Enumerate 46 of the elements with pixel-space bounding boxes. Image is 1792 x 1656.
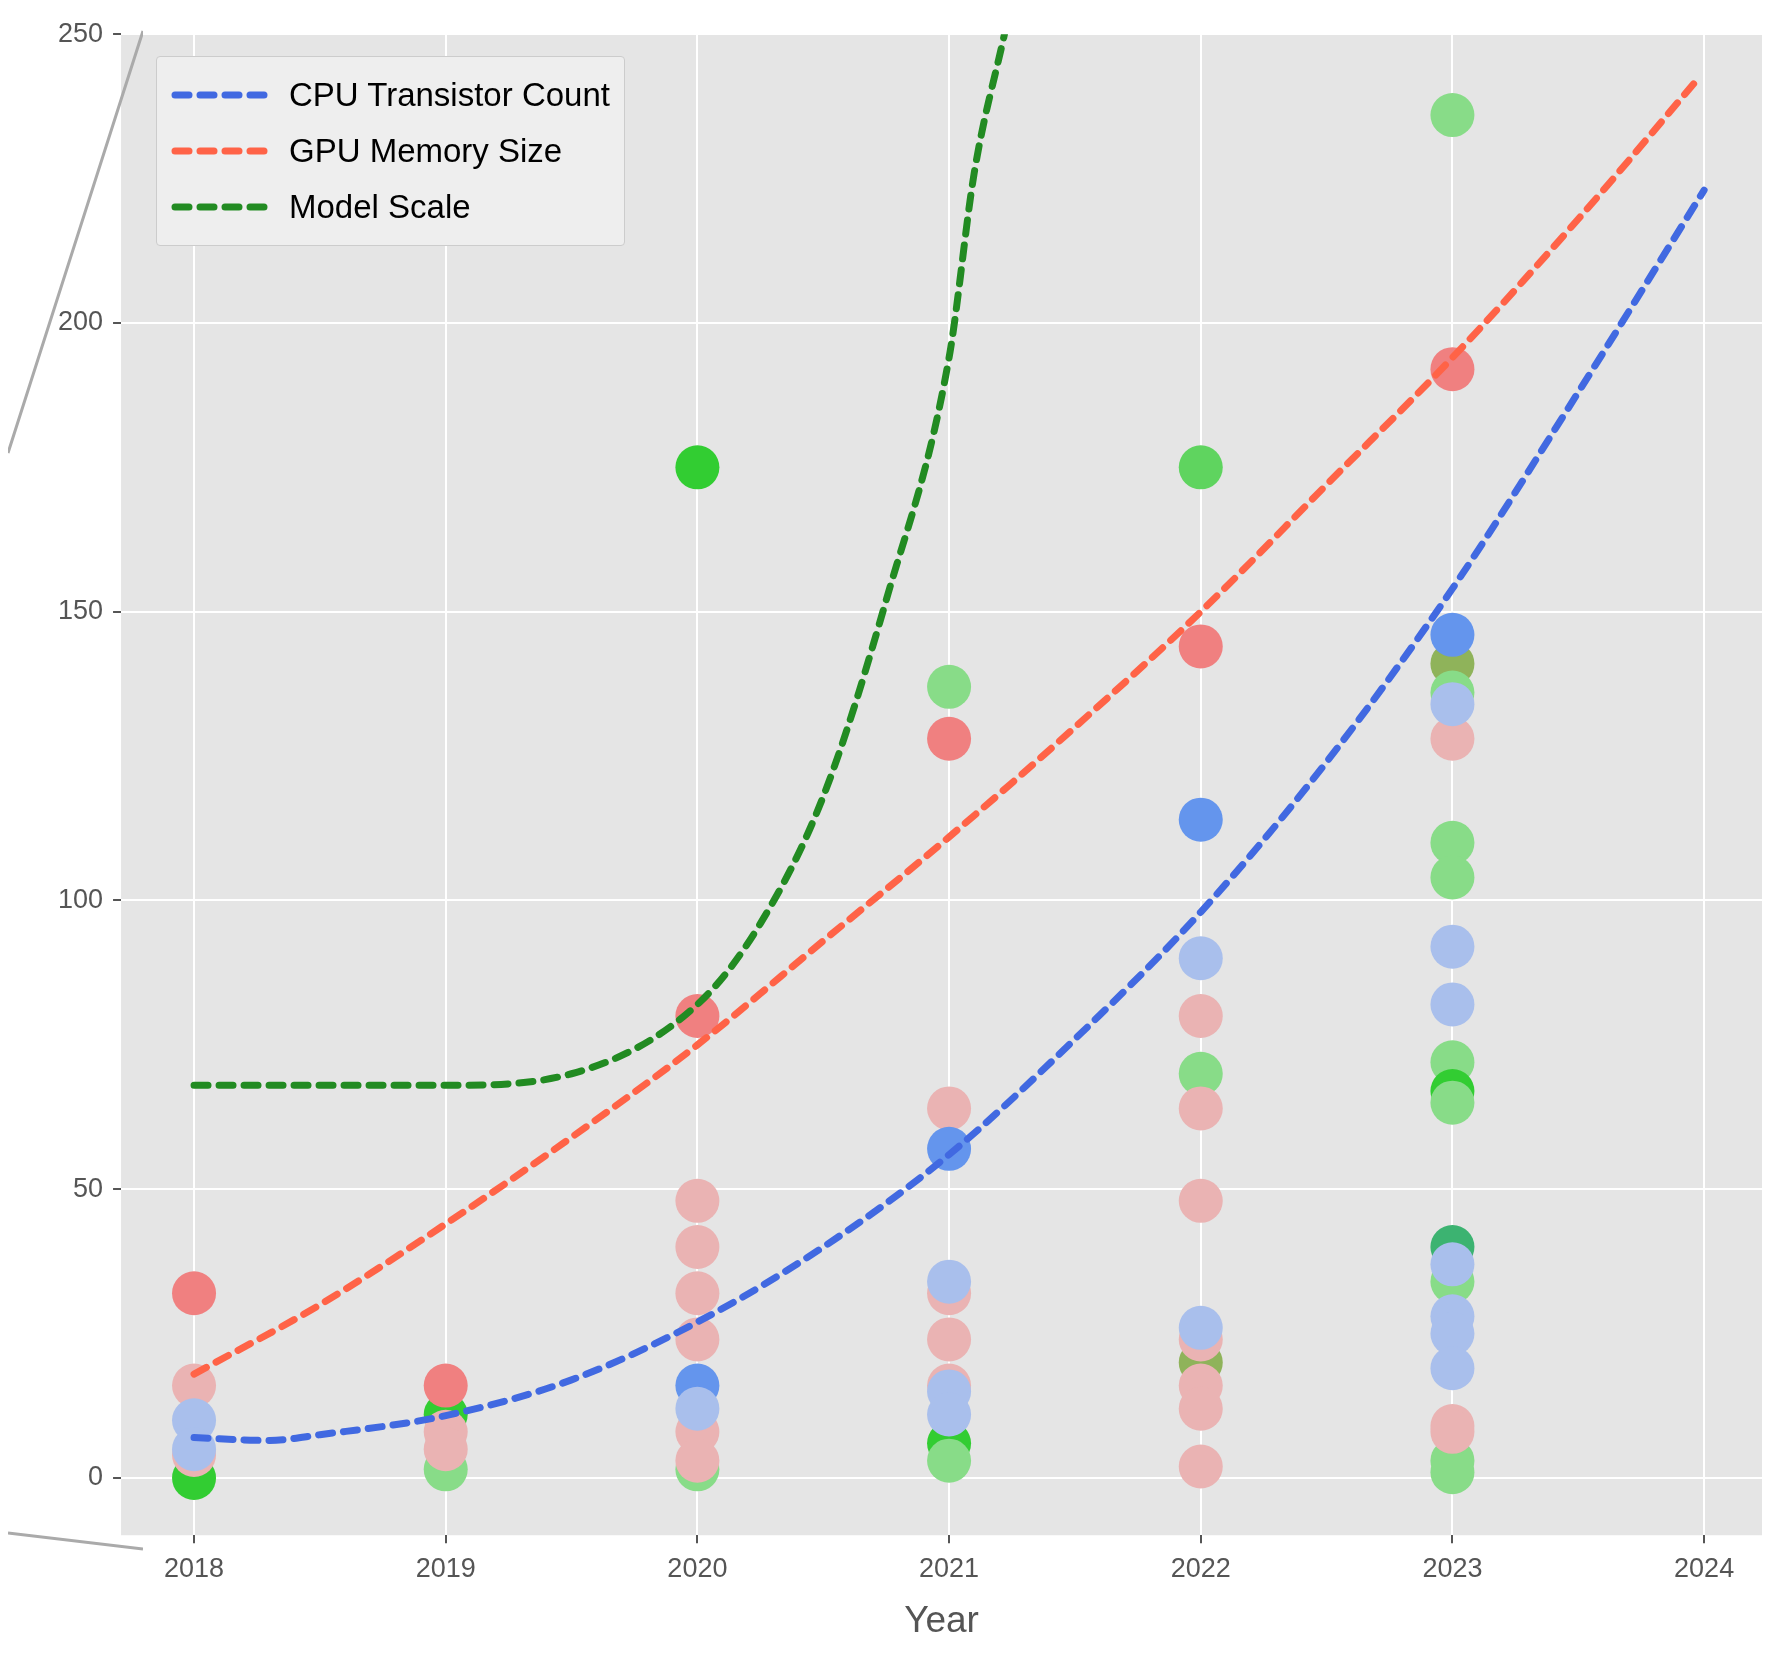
point xyxy=(1178,936,1223,981)
point xyxy=(1430,682,1475,727)
point xyxy=(927,1438,972,1483)
x-tick-label: 2020 xyxy=(667,1552,728,1583)
point xyxy=(927,1259,972,1304)
y-tick-label: 150 xyxy=(57,595,104,626)
point xyxy=(1178,1178,1223,1223)
legend-label: Model Scale xyxy=(289,188,471,226)
x-tick-label: 2023 xyxy=(1422,1552,1483,1583)
point xyxy=(423,1363,468,1408)
point xyxy=(675,445,720,490)
point xyxy=(927,1317,972,1362)
x-tick-label: 2019 xyxy=(415,1552,476,1583)
point xyxy=(1430,612,1475,657)
legend-label: CPU Transistor Count xyxy=(289,76,610,114)
x-axis-title: Year xyxy=(904,1599,979,1640)
point xyxy=(1430,1080,1475,1125)
legend-label: GPU Memory Size xyxy=(289,132,563,170)
point xyxy=(927,1086,972,1131)
x-tick-label: 2018 xyxy=(164,1552,225,1583)
point xyxy=(1178,1305,1223,1350)
y-tick-label: 50 xyxy=(73,1172,104,1203)
x-tick-label: 2022 xyxy=(1170,1552,1231,1583)
y-tick-label: 200 xyxy=(57,306,104,337)
point xyxy=(1430,93,1475,138)
point xyxy=(927,664,972,709)
point xyxy=(1178,445,1223,490)
y-tick-label: 100 xyxy=(57,883,104,914)
point xyxy=(1178,624,1223,669)
point xyxy=(675,1225,720,1270)
point xyxy=(1430,924,1475,969)
point xyxy=(675,1271,720,1316)
point xyxy=(1430,1242,1475,1287)
y-tick-label: 250 xyxy=(57,17,104,48)
point xyxy=(1178,994,1223,1038)
point xyxy=(172,1271,217,1316)
x-tick-label: 2024 xyxy=(1674,1552,1735,1583)
y-tick-label: 0 xyxy=(88,1461,104,1492)
x-tick-label: 2021 xyxy=(919,1552,980,1583)
point xyxy=(675,1386,720,1431)
point xyxy=(927,716,972,761)
point xyxy=(675,1178,720,1223)
point xyxy=(1178,1086,1223,1131)
point xyxy=(1178,1444,1223,1489)
point xyxy=(1430,982,1475,1027)
point xyxy=(1178,797,1223,842)
